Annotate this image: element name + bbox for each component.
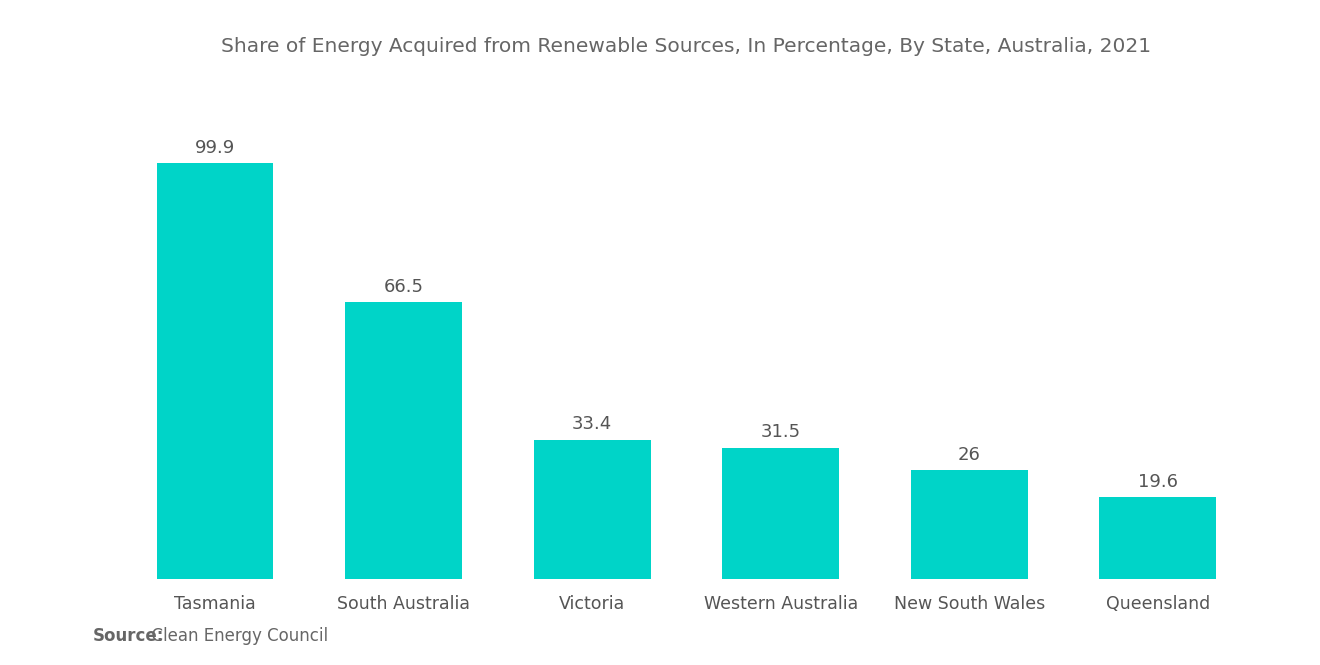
Title: Share of Energy Acquired from Renewable Sources, In Percentage, By State, Austra: Share of Energy Acquired from Renewable … [222,37,1151,56]
Text: Clean Energy Council: Clean Energy Council [141,627,329,645]
Bar [722,448,840,579]
Bar [157,164,273,579]
Text: 19.6: 19.6 [1138,473,1177,491]
Text: 26: 26 [958,446,981,464]
Text: 31.5: 31.5 [760,424,801,442]
Bar [911,471,1028,579]
Text: 99.9: 99.9 [195,139,235,157]
Bar [345,302,462,579]
Bar [1100,497,1216,579]
Bar [533,440,651,579]
Text: Source:: Source: [92,627,164,645]
Text: 66.5: 66.5 [384,278,424,296]
Text: 33.4: 33.4 [572,416,612,434]
